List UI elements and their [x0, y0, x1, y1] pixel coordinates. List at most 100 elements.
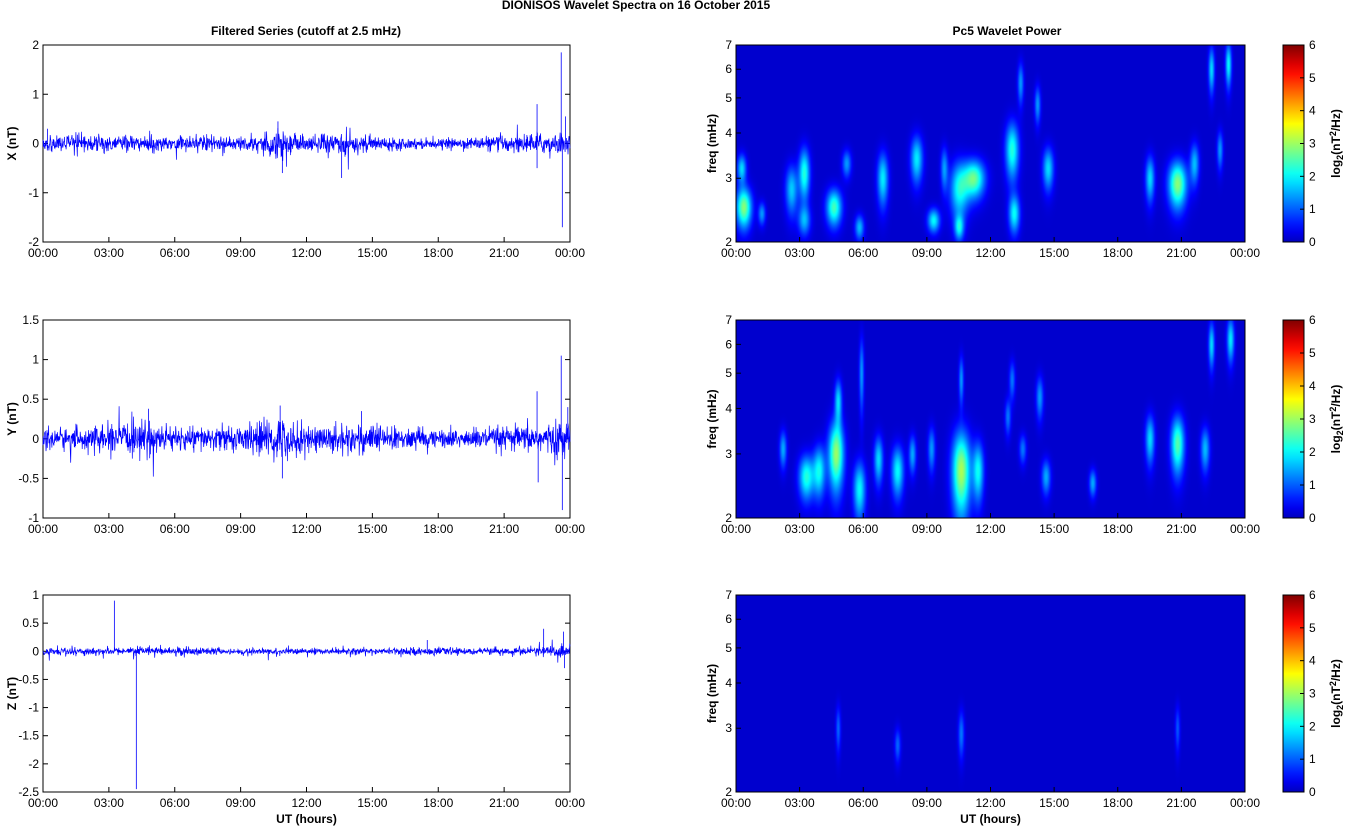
y-tick-label: -1	[28, 511, 39, 525]
x-axis-label: UT (hours)	[960, 812, 1021, 826]
y-axis-label: Z (nT)	[5, 677, 19, 710]
x-tick-label: 00:00	[28, 796, 58, 810]
y-tick-label: 6	[725, 612, 732, 626]
x-tick-label: 00:00	[721, 796, 751, 810]
y-tick-label: 2	[725, 785, 732, 799]
x-tick-label: 21:00	[1166, 522, 1196, 536]
panel-x-series: -2 -1 0 1 2 00:00 03:00 06:00 09:00 12:00 15:00 18:…	[5, 38, 585, 260]
y-tick-label: 1	[32, 353, 39, 367]
colorbar-tick-label: 5	[1309, 621, 1316, 635]
series-line	[42, 124, 571, 170]
x-tick-label: 12:00	[975, 246, 1005, 260]
colorbar-tick-label: 1	[1309, 478, 1316, 492]
y-tick-label: 0	[32, 432, 39, 446]
y-tick-label: 1	[32, 87, 39, 101]
y-tick-label: -1	[28, 186, 39, 200]
colorbar-tick-label: 3	[1309, 687, 1316, 701]
y-tick-label: 4	[725, 401, 732, 415]
plot-area	[42, 319, 571, 519]
x-tick-label: 09:00	[912, 246, 942, 260]
y-tick-label: 5	[725, 366, 732, 380]
y-axis-label: freq (mHz)	[705, 664, 719, 723]
x-tick-label: 18:00	[423, 796, 453, 810]
x-tick-label: 00:00	[555, 522, 585, 536]
series-line	[42, 639, 571, 663]
colorbar: 0 1 2 3 4 5 6 log2(nT2/Hz)	[1282, 38, 1345, 249]
colorbar-label: log2(nT2/Hz)	[1328, 385, 1344, 454]
colorbar-tick-label: 4	[1309, 379, 1316, 393]
colorbar-label: log2(nT2/Hz)	[1328, 659, 1344, 728]
x-tick-label: 18:00	[423, 246, 453, 260]
y-tick-label: 0.5	[22, 616, 39, 630]
x-tick-label: 15:00	[357, 796, 387, 810]
colorbar: 0 1 2 3 4 5 6 log2(nT2/Hz)	[1282, 313, 1345, 525]
x-tick-label: 18:00	[423, 522, 453, 536]
plot-area	[42, 594, 571, 793]
series-line	[42, 406, 571, 477]
left-column-title: Filtered Series (cutoff at 2.5 mHz)	[211, 24, 401, 38]
y-tick-label: -1	[28, 701, 39, 715]
panel-x-wavelet: 2 3 4 5 6 7 00:00 03:00 06:00 09:00 12:00 15:00 18:0…	[705, 38, 1345, 260]
x-tick-label: 09:00	[226, 522, 256, 536]
colorbar-tick-label: 3	[1309, 412, 1316, 426]
y-tick-label: 4	[725, 126, 732, 140]
x-tick-label: 00:00	[28, 246, 58, 260]
colorbar-tick-label: 6	[1309, 38, 1316, 52]
x-tick-label: 00:00	[1230, 246, 1260, 260]
figure-title: DIONISOS Wavelet Spectra on 16 October 2…	[502, 0, 771, 12]
y-axis-label: freq (mHz)	[705, 389, 719, 448]
y-tick-label: 3	[725, 721, 732, 735]
x-tick-label: 21:00	[489, 796, 519, 810]
y-tick-label: 1	[32, 588, 39, 602]
x-tick-label: 12:00	[291, 522, 321, 536]
x-tick-label: 12:00	[291, 796, 321, 810]
x-tick-label: 12:00	[975, 522, 1005, 536]
colorbar-tick-label: 1	[1309, 202, 1316, 216]
colorbar-tick-label: 2	[1309, 719, 1316, 733]
x-tick-label: 00:00	[1230, 522, 1260, 536]
colorbar-label: log2(nT2/Hz)	[1328, 109, 1344, 178]
x-tick-label: 15:00	[357, 522, 387, 536]
panel-y-series: -1 -0.5 0 0.5 1 1.5 00:00 03:00 06:00 09:00 12:00 1…	[5, 313, 585, 536]
x-tick-label: 00:00	[28, 522, 58, 536]
colorbar: 0 1 2 3 4 5 6 log2(nT2/Hz)	[1282, 588, 1345, 799]
y-tick-label: 1.5	[22, 313, 39, 327]
y-tick-label: 6	[725, 62, 732, 76]
y-tick-label: 3	[725, 171, 732, 185]
x-tick-label: 00:00	[555, 796, 585, 810]
x-tick-label: 09:00	[226, 246, 256, 260]
x-tick-label: 06:00	[160, 246, 190, 260]
x-tick-label: 21:00	[1166, 246, 1196, 260]
y-tick-label: -0.5	[18, 471, 39, 485]
y-tick-label: 5	[725, 91, 732, 105]
colorbar-tick-label: 6	[1309, 588, 1316, 602]
x-tick-label: 21:00	[489, 246, 519, 260]
x-tick-label: 15:00	[1039, 796, 1069, 810]
colorbar-tick-label: 0	[1309, 511, 1316, 525]
y-tick-label: -1.5	[18, 729, 39, 743]
x-tick-label: 06:00	[848, 246, 878, 260]
x-tick-label: 03:00	[94, 796, 124, 810]
y-tick-label: 6	[725, 337, 732, 351]
y-tick-label: 2	[32, 38, 39, 52]
colorbar-tick-label: 3	[1309, 137, 1316, 151]
y-tick-label: 0	[32, 137, 39, 151]
y-tick-label: -0.5	[18, 672, 39, 686]
x-tick-label: 09:00	[912, 796, 942, 810]
x-axis-label: UT (hours)	[276, 812, 337, 826]
wavelet-power-heatmap	[736, 45, 1245, 242]
y-tick-label: 5	[725, 641, 732, 655]
x-tick-label: 21:00	[1166, 796, 1196, 810]
x-tick-label: 03:00	[785, 796, 815, 810]
x-tick-label: 00:00	[555, 246, 585, 260]
colorbar-tick-label: 6	[1309, 313, 1316, 327]
y-tick-label: -2.5	[18, 785, 39, 799]
panel-y-wavelet: 2 3 4 5 6 7 00:00 03:00 06:00 09:00 12:00 15:00 18:0…	[705, 313, 1345, 536]
y-tick-label: -2	[28, 235, 39, 249]
x-tick-label: 03:00	[94, 246, 124, 260]
panel-z-series: -2.5 -2 -1.5 -1 -0.5 0 0.5 1 00:00 03:00 06:00 09:0…	[5, 588, 585, 826]
panel-z-wavelet: 2 3 4 5 6 7 00:00 03:00 06:00 09:00 12:00 15:00 18:0…	[705, 588, 1345, 826]
x-tick-label: 00:00	[721, 522, 751, 536]
colorbar-tick-label: 5	[1309, 71, 1316, 85]
